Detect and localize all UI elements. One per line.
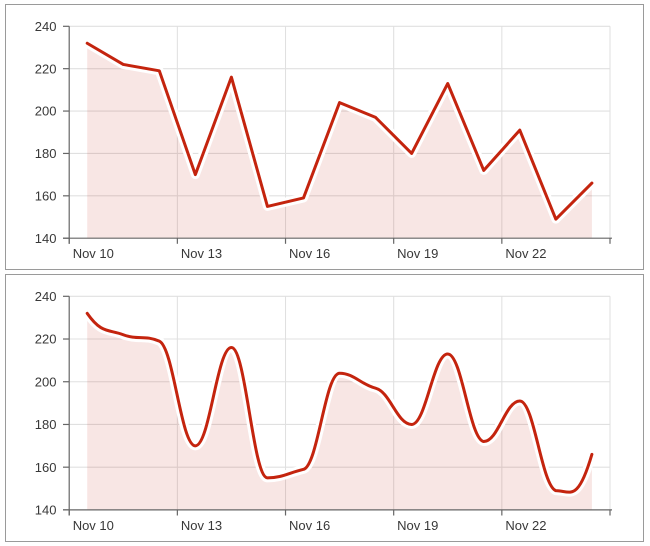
svg-text:Nov 10: Nov 10: [73, 246, 114, 261]
svg-text:180: 180: [35, 146, 57, 161]
svg-text:Nov 16: Nov 16: [289, 517, 330, 532]
svg-text:220: 220: [35, 331, 57, 346]
svg-text:Nov 22: Nov 22: [505, 517, 546, 532]
svg-text:160: 160: [35, 459, 57, 474]
svg-text:Nov 19: Nov 19: [397, 517, 438, 532]
svg-text:Nov 13: Nov 13: [181, 246, 222, 261]
svg-text:140: 140: [35, 502, 57, 517]
svg-text:Nov 10: Nov 10: [73, 517, 114, 532]
svg-text:200: 200: [35, 104, 57, 119]
svg-text:180: 180: [35, 417, 57, 432]
svg-text:Nov 19: Nov 19: [397, 246, 438, 261]
svg-text:Nov 13: Nov 13: [181, 517, 222, 532]
svg-text:220: 220: [35, 61, 57, 76]
svg-text:240: 240: [35, 288, 57, 303]
svg-text:140: 140: [35, 231, 57, 246]
svg-text:240: 240: [35, 19, 57, 34]
svg-text:Nov 16: Nov 16: [289, 246, 330, 261]
svg-text:200: 200: [35, 374, 57, 389]
svg-text:160: 160: [35, 188, 57, 203]
svg-text:Nov 22: Nov 22: [505, 246, 546, 261]
